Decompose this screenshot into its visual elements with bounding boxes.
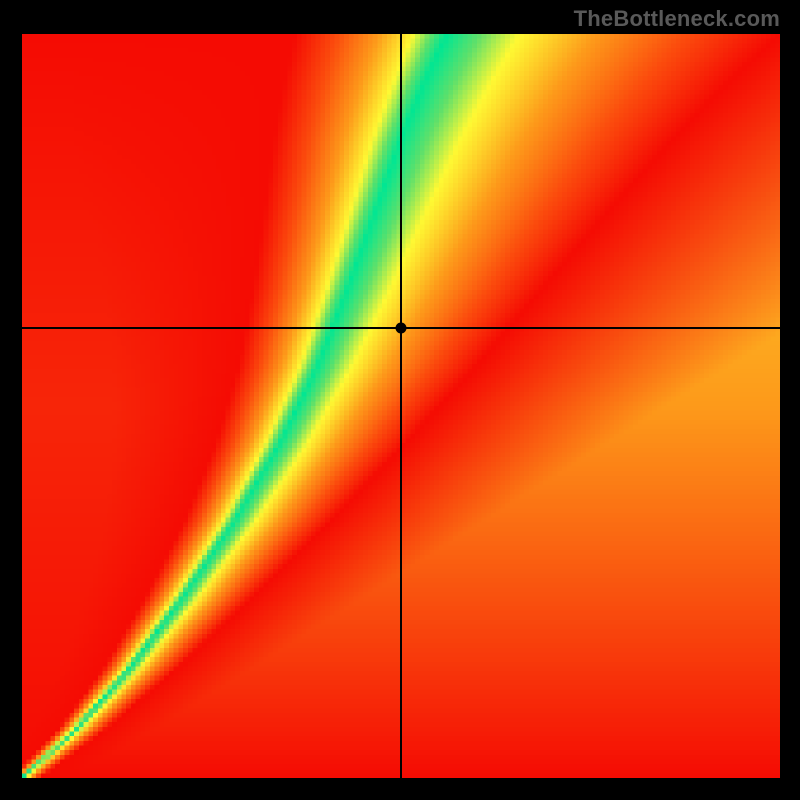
crosshair-vertical	[400, 34, 402, 778]
selected-point-marker	[396, 322, 407, 333]
watermark-text: TheBottleneck.com	[574, 6, 780, 32]
